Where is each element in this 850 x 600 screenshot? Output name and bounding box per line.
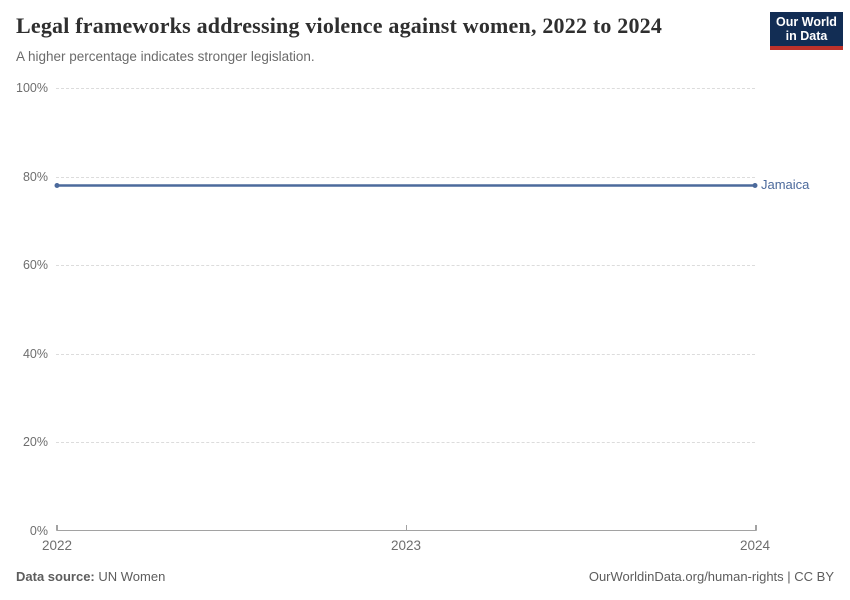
owid-logo-line2: in Data xyxy=(785,29,828,43)
x-axis-tick-label: 2023 xyxy=(390,538,422,553)
gridline xyxy=(56,88,755,89)
data-source-value: UN Women xyxy=(98,569,166,584)
footer-citation-link[interactable]: OurWorldinData.org/human-rights | CC BY xyxy=(588,569,834,584)
y-axis-tick-label: 100% xyxy=(16,81,48,95)
data-source-label: Data source: xyxy=(16,569,95,584)
x-axis-line xyxy=(56,525,757,531)
series-endpoint-dot xyxy=(54,182,60,188)
gridline xyxy=(56,265,755,267)
owid-logo-line1: Our World xyxy=(776,15,837,29)
y-axis-tick-label: 20% xyxy=(22,435,48,450)
chart-footer: Data source: UN Women OurWorldinData.org… xyxy=(16,569,834,584)
y-axis-tick-label: 80% xyxy=(22,169,48,184)
data-source: Data source: UN Women xyxy=(16,569,165,584)
y-axis-tick-label: 40% xyxy=(22,346,48,361)
x-axis-tick-label: 2024 xyxy=(739,538,771,553)
gridline xyxy=(56,353,755,355)
y-axis-tick-label: 60% xyxy=(22,258,48,273)
series-label-jamaica[interactable]: Jamaica xyxy=(761,177,810,193)
x-axis-tick-label: 2022 xyxy=(41,538,73,553)
page-title: Legal frameworks addressing violence aga… xyxy=(16,13,663,38)
gridline xyxy=(56,176,755,178)
series-endpoint-dot xyxy=(752,182,758,188)
chart-subtitle: A higher percentage indicates stronger l… xyxy=(16,49,315,64)
owid-logo[interactable]: Our World in Data xyxy=(770,12,843,50)
gridline xyxy=(56,442,755,444)
y-axis-tick-label: 0% xyxy=(29,524,48,538)
